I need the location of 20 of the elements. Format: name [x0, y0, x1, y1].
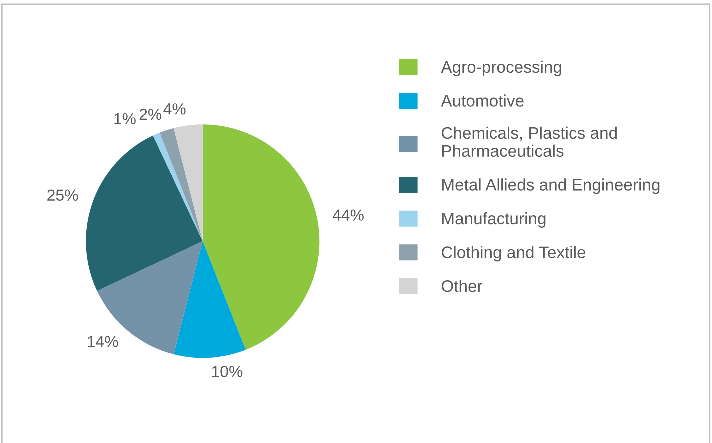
legend-label: Manufacturing [442, 212, 546, 228]
data-label: 1% [114, 113, 136, 125]
pie-slice [202, 124, 320, 350]
data-label: 44% [332, 210, 364, 221]
data-label: 25% [48, 190, 78, 202]
pie-slice [160, 128, 203, 242]
data-label: 2% [140, 108, 162, 120]
data-label: 14% [88, 336, 118, 348]
legend-label: Clothing and Textile [442, 246, 586, 262]
legend-label: Agro-processing [441, 60, 562, 76]
legend-label: Metal Allieds and Engineering [442, 178, 660, 194]
legend-label: Automotive [441, 94, 524, 107]
data-label: 10% [212, 366, 243, 378]
legend-label: Other [442, 280, 483, 292]
pie-slice [174, 124, 203, 242]
pie-slice [174, 241, 246, 358]
pie-slice [86, 136, 203, 292]
legend-label: Chemicals, Plastics and Pharmaceuticals [442, 126, 617, 158]
pie-slice [153, 132, 203, 242]
data-label: 4% [164, 104, 186, 115]
